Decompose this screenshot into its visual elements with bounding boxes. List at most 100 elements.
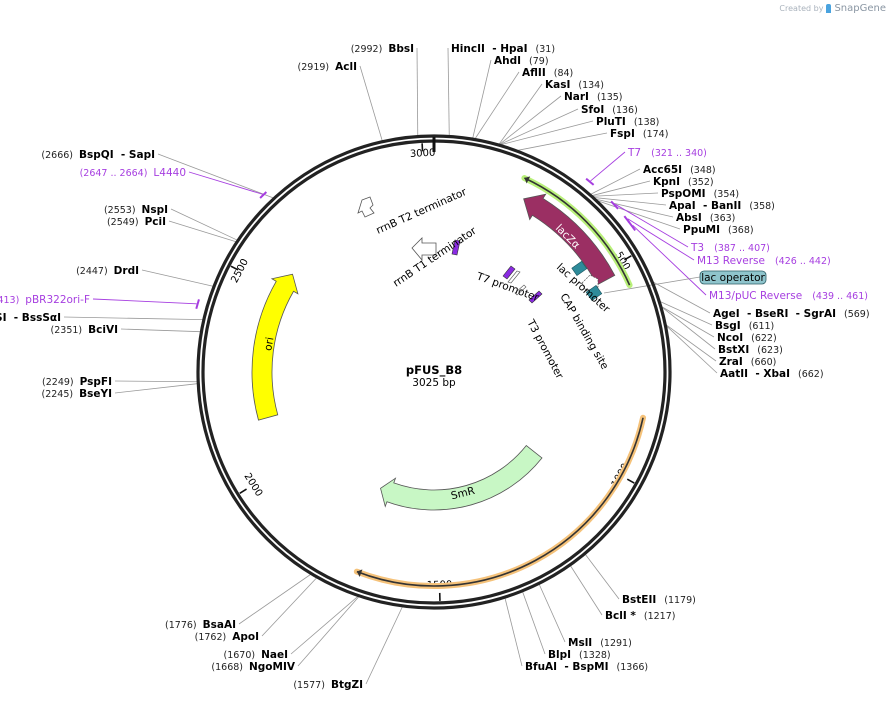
- enzyme-site-apoi[interactable]: (1762) ApoI: [195, 631, 259, 643]
- enzyme-site-pspfi[interactable]: (2249) PspFI: [42, 376, 112, 388]
- enzyme-site-bsteii[interactable]: BstEII (1179): [622, 594, 696, 606]
- enzyme-site-blpi[interactable]: BlpI (1328): [548, 649, 611, 661]
- enzyme-leader: [261, 577, 317, 637]
- enzyme-site-naei[interactable]: (1670) NaeI: [224, 649, 289, 661]
- svg-text:lac operator: lac operator: [701, 272, 765, 284]
- enzyme-site-acc65i[interactable]: Acc65I (348): [643, 164, 716, 176]
- enzyme-leader: [120, 328, 201, 333]
- enzyme-leader: [472, 59, 492, 139]
- terminator-arrow-icon[interactable]: [507, 270, 521, 284]
- enzyme-site-absi[interactable]: AbsI (363): [676, 212, 735, 224]
- t7-promoter-arrow-icon[interactable]: [502, 265, 516, 280]
- t3-promoter-arrow-icon[interactable]: [514, 284, 527, 296]
- enzyme-site-drdi[interactable]: (2447) DrdI: [76, 265, 139, 277]
- enzyme-site-pcii[interactable]: (2549) PciI: [107, 216, 166, 228]
- primer-bind-mark: [259, 191, 268, 199]
- enzyme-leader: [500, 120, 594, 146]
- plasmid-name: pFUS_B8: [406, 363, 462, 378]
- enzyme-site-bsssi[interactable]: (2376)BssSI - BssSαI: [0, 312, 61, 324]
- primer-t7[interactable]: T7 (321 .. 340): [627, 147, 707, 159]
- small-features: [357, 196, 603, 304]
- tick-mark: [230, 265, 239, 271]
- enzyme-site-kasi[interactable]: KasI (134): [545, 79, 604, 91]
- enzyme-site-nari[interactable]: NarI (135): [564, 91, 623, 103]
- tick-mark: [239, 488, 247, 494]
- orf-arrowhead-icon: [356, 569, 363, 577]
- enzyme-site-nspi[interactable]: (2553) NspI: [104, 204, 168, 216]
- enzyme-site-bsgi[interactable]: BsgI (611): [715, 320, 774, 332]
- enzyme-site-kpni[interactable]: KpnI (352): [653, 176, 714, 188]
- enzyme-leader: [596, 198, 674, 218]
- plasmid-length: 3025 bp: [412, 377, 456, 389]
- enzyme-site-bcivi[interactable]: (2351) BciVI: [51, 324, 118, 336]
- enzyme-leader: [592, 192, 659, 197]
- enzyme-leader: [590, 168, 641, 195]
- enzyme-site-ahdi[interactable]: AhdI (79): [494, 55, 549, 67]
- feature-ori[interactable]: [251, 273, 299, 421]
- lac-operator-badge[interactable]: lac operator: [699, 270, 767, 285]
- enzyme-leader: [499, 108, 579, 145]
- enzyme-leader: [653, 281, 711, 314]
- enzyme-leader-lines: [63, 47, 718, 685]
- enzyme-site-agei[interactable]: AgeI - BseRI - SgrAI (569): [713, 308, 870, 320]
- enzyme-leader: [416, 47, 419, 136]
- enzyme-site-aatii[interactable]: AatII - XbaI (662): [720, 368, 824, 380]
- center-title: pFUS_B8 3025 bp: [406, 363, 462, 389]
- enzyme-site-ncoi[interactable]: NcoI (622): [717, 332, 777, 344]
- enzyme-leader: [359, 65, 383, 141]
- feature-smr[interactable]: [380, 444, 543, 511]
- enzyme-site-ngomiv[interactable]: (1668) NgoMIV: [211, 661, 295, 673]
- t7-promoter-icon[interactable]: [451, 239, 461, 256]
- enzyme-leader: [499, 95, 562, 145]
- enzyme-site-sfoi[interactable]: SfoI (136): [581, 104, 638, 116]
- primer-m13pucreverse[interactable]: M13/pUC Reverse (439 .. 461): [709, 290, 868, 302]
- enzyme-site-bstxi[interactable]: BstXI (623): [718, 344, 783, 356]
- feature-label-rrnb-t1-terminator: rrnB T1 terminator: [391, 225, 479, 290]
- enzyme-site-btgzi[interactable]: (1577) BtgZI: [293, 679, 363, 691]
- t3-promoter-icon[interactable]: [528, 290, 543, 304]
- enzyme-leader: [474, 71, 520, 139]
- enzyme-leader: [666, 324, 717, 362]
- enzyme-site-acli[interactable]: (2919) AclI: [298, 61, 357, 73]
- primer-leader: [632, 224, 707, 296]
- primer-leader: [188, 171, 263, 195]
- orf-arcs: [353, 175, 647, 589]
- tick-label: 2000: [242, 471, 265, 498]
- cap-binding-site-block[interactable]: [571, 260, 588, 276]
- enzyme-site-bbsi[interactable]: (2992) BbsI: [351, 43, 414, 55]
- enzyme-site-zrai[interactable]: ZraI (660): [719, 356, 776, 368]
- feature-label: ori: [262, 336, 276, 351]
- enzyme-site-bfuai[interactable]: BfuAI - BspMI (1366): [525, 661, 648, 673]
- primer-pbr322orif[interactable]: (2394 .. 2413)pBR322ori-F: [0, 294, 90, 306]
- primer-m13reverse[interactable]: M13 Reverse (426 .. 442): [697, 255, 831, 267]
- primer-l4440[interactable]: (2647 .. 2664) L4440: [80, 167, 186, 179]
- enzyme-site-bsaai[interactable]: (1776) BsaAI: [165, 619, 236, 631]
- primer-bind-mark: [195, 299, 200, 309]
- rrnb-t2-terminator-icon[interactable]: [357, 196, 375, 218]
- primer-bind-mark: [627, 220, 636, 232]
- orf-line[interactable]: [356, 417, 644, 587]
- orf-line[interactable]: [524, 177, 631, 286]
- enzyme-site-apai[interactable]: ApaI - BanII (358): [669, 200, 775, 212]
- primer-t3[interactable]: T3 (387 .. 407): [690, 242, 770, 254]
- credit-prefix: Created by: [779, 4, 824, 13]
- enzyme-site-pluti[interactable]: PluTI (138): [596, 116, 659, 128]
- enzyme-site-bseyi[interactable]: (2245) BseYI: [42, 388, 112, 400]
- enzyme-site-ppumi[interactable]: PpuMI (368): [683, 224, 754, 236]
- tick-mark: [624, 255, 632, 261]
- enzyme-leader: [538, 584, 566, 643]
- feature-lacz[interactable]: [523, 193, 616, 286]
- enzyme-site-fspi[interactable]: FspI (174): [610, 128, 668, 140]
- enzyme-site-hincii[interactable]: HincII - HpaI (31): [451, 43, 555, 55]
- enzyme-site-aflii[interactable]: AflII (84): [522, 67, 573, 79]
- rrnb-t1-terminator-icon[interactable]: [411, 237, 437, 262]
- enzyme-site-msli[interactable]: MslI (1291): [568, 637, 632, 649]
- enzyme-site-pspomi[interactable]: PspOMI (354): [661, 188, 739, 200]
- enzyme-leader: [114, 383, 198, 394]
- enzyme-leader: [290, 596, 359, 655]
- enzyme-leader: [447, 47, 450, 136]
- lac-operator-block[interactable]: [585, 285, 603, 301]
- enzyme-site-bcli[interactable]: BclI * (1217): [605, 610, 675, 622]
- enzyme-site-bspqi[interactable]: (2666) BspQI - SapI: [41, 149, 155, 161]
